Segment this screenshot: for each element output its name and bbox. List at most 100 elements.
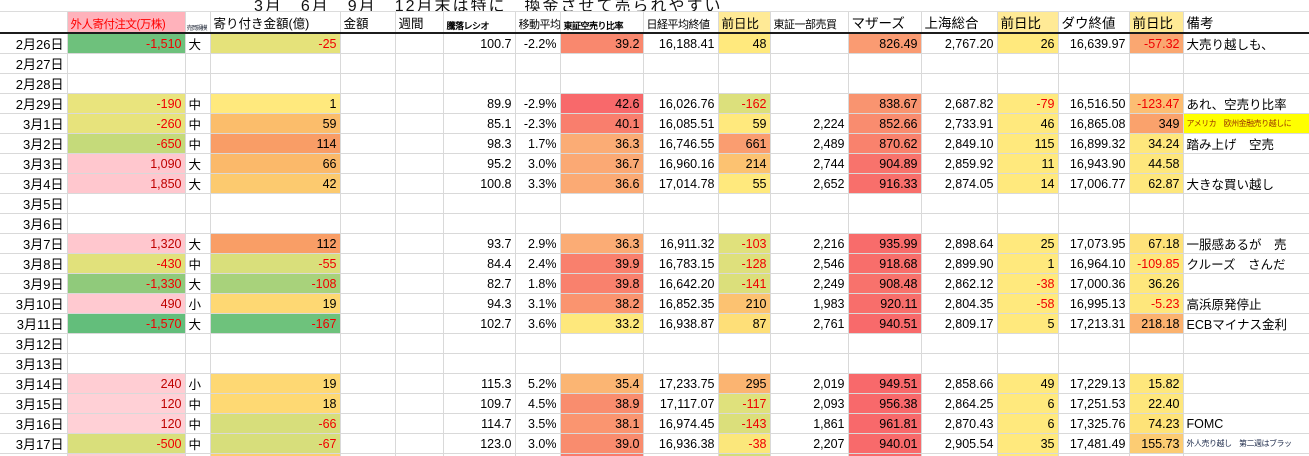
cell-ma[interactable]: -2.2%	[515, 33, 561, 54]
cell-schange[interactable]: 49	[997, 373, 1059, 394]
cell-nchange[interactable]: 214	[718, 153, 771, 174]
cell-tse1[interactable]: 2,216	[770, 233, 849, 254]
cell-weekly[interactable]	[395, 233, 444, 254]
cell-nikkei[interactable]: 17,117.07	[643, 393, 719, 414]
cell-foreign[interactable]: 1,320	[67, 233, 186, 254]
cell-dow[interactable]	[1058, 73, 1130, 94]
cell-amount[interactable]	[340, 73, 396, 94]
cell-nchange[interactable]: -212	[718, 453, 771, 456]
cell-dow[interactable]: 16,964.10	[1058, 253, 1130, 274]
cell-nikkei[interactable]	[643, 193, 719, 214]
cell-open[interactable]	[210, 73, 341, 94]
cell-weekly[interactable]	[395, 273, 444, 294]
cell-tse1[interactable]	[770, 333, 849, 354]
cell-schange[interactable]: 5	[997, 313, 1059, 334]
cell-schange[interactable]	[997, 353, 1059, 374]
cell-ratio[interactable]	[443, 193, 516, 214]
row-date[interactable]: 2月26日	[0, 33, 68, 54]
cell-open[interactable]	[210, 193, 341, 214]
cell-shanghai[interactable]: 2,859.92	[921, 153, 998, 174]
cell-weekly[interactable]	[395, 413, 444, 434]
cell-open[interactable]: 42	[210, 173, 341, 194]
cell-ratio[interactable]: 102.7	[443, 313, 516, 334]
cell-schange[interactable]: 11	[997, 153, 1059, 174]
cell-tse1[interactable]: 2,019	[770, 373, 849, 394]
cell-mothers[interactable]	[848, 53, 922, 74]
cell-short[interactable]	[560, 333, 644, 354]
cell-nchange[interactable]	[718, 73, 771, 94]
cell-amount[interactable]	[340, 353, 396, 374]
cell-shanghai[interactable]: 2,858.66	[921, 373, 998, 394]
cell-remark[interactable]: クルーズ さんだ	[1183, 253, 1309, 274]
cell-tse1[interactable]: 2,546	[770, 253, 849, 274]
cell-open[interactable]: 112	[210, 233, 341, 254]
cell-ratio[interactable]: 89.9	[443, 93, 516, 114]
cell-dchange[interactable]	[1129, 213, 1184, 234]
row-date[interactable]: 2月27日	[0, 53, 68, 74]
cell-nikkei[interactable]: 16,911.32	[643, 233, 719, 254]
cell-nchange[interactable]	[718, 213, 771, 234]
cell-foreign[interactable]: -1,570	[67, 313, 186, 334]
cell-foreign[interactable]: -430	[67, 253, 186, 274]
cell-ma[interactable]: 1.7%	[515, 133, 561, 154]
cell-shanghai[interactable]: 2,687.82	[921, 93, 998, 114]
cell-size[interactable]	[185, 353, 211, 374]
cell-tse1[interactable]	[770, 213, 849, 234]
cell-tse1[interactable]: 2,761	[770, 313, 849, 334]
col-header-open[interactable]: 寄り付き金額(億)	[210, 12, 341, 34]
cell-foreign[interactable]: 1,850	[67, 173, 186, 194]
cell-shanghai[interactable]: 2,733.91	[921, 113, 998, 134]
col-header-size[interactable]: 売買規模	[185, 12, 211, 34]
cell-shanghai[interactable]	[921, 333, 998, 354]
cell-remark[interactable]	[1183, 193, 1309, 214]
cell-nikkei[interactable]: 16,746.55	[643, 133, 719, 154]
cell-ratio[interactable]: 114.7	[443, 413, 516, 434]
row-date[interactable]: 3月18日	[0, 453, 68, 456]
cell-short[interactable]: 36.6	[560, 173, 644, 194]
cell-schange[interactable]	[997, 213, 1059, 234]
row-date[interactable]: 3月15日	[0, 393, 68, 414]
cell-foreign[interactable]	[67, 353, 186, 374]
cell-short[interactable]: 40.4	[560, 453, 644, 456]
cell-shanghai[interactable]: 2,767.20	[921, 33, 998, 54]
cell-amount[interactable]	[340, 33, 396, 54]
cell-open[interactable]: 1	[210, 93, 341, 114]
cell-dchange[interactable]: -109.85	[1129, 253, 1184, 274]
cell-dow[interactable]: 17,006.77	[1058, 173, 1130, 194]
cell-dow[interactable]: 16,899.32	[1058, 133, 1130, 154]
cell-dchange[interactable]: -5.23	[1129, 293, 1184, 314]
cell-remark[interactable]	[1183, 353, 1309, 374]
cell-size[interactable]: 中	[185, 433, 211, 454]
cell-foreign[interactable]: -260	[67, 113, 186, 134]
cell-weekly[interactable]	[395, 193, 444, 214]
col-header-tse1[interactable]: 東証一部売買	[770, 12, 849, 34]
cell-size[interactable]: 中	[185, 393, 211, 414]
cell-mothers[interactable]: 918.68	[848, 253, 922, 274]
cell-nchange[interactable]	[718, 53, 771, 74]
cell-tse1[interactable]	[770, 73, 849, 94]
cell-nikkei[interactable]: 16,642.20	[643, 273, 719, 294]
cell-dow[interactable]: 17,000.36	[1058, 273, 1130, 294]
cell-dchange[interactable]: 67.18	[1129, 233, 1184, 254]
cell-dchange[interactable]	[1129, 193, 1184, 214]
cell-remark[interactable]	[1183, 73, 1309, 94]
cell-nchange[interactable]: -117	[718, 393, 771, 414]
cell-ratio[interactable]: 100.8	[443, 173, 516, 194]
cell-dow[interactable]: 17,325.76	[1058, 413, 1130, 434]
cell-size[interactable]	[185, 213, 211, 234]
cell-shanghai[interactable]: 2,864.25	[921, 393, 998, 414]
cell-ratio[interactable]: 82.7	[443, 273, 516, 294]
cell-ma[interactable]: 2.4%	[515, 253, 561, 274]
cell-weekly[interactable]	[395, 253, 444, 274]
cell-size[interactable]: 大	[185, 153, 211, 174]
row-date[interactable]: 2月28日	[0, 73, 68, 94]
cell-mothers[interactable]: 949.51	[848, 373, 922, 394]
cell-short[interactable]: 39.2	[560, 33, 644, 54]
cell-ratio[interactable]	[443, 213, 516, 234]
cell-open[interactable]	[210, 213, 341, 234]
cell-tse1[interactable]: 2,207	[770, 433, 849, 454]
cell-tse1[interactable]	[770, 93, 849, 114]
cell-nchange[interactable]	[718, 333, 771, 354]
cell-dow[interactable]: 16,943.90	[1058, 153, 1130, 174]
cell-short[interactable]	[560, 73, 644, 94]
